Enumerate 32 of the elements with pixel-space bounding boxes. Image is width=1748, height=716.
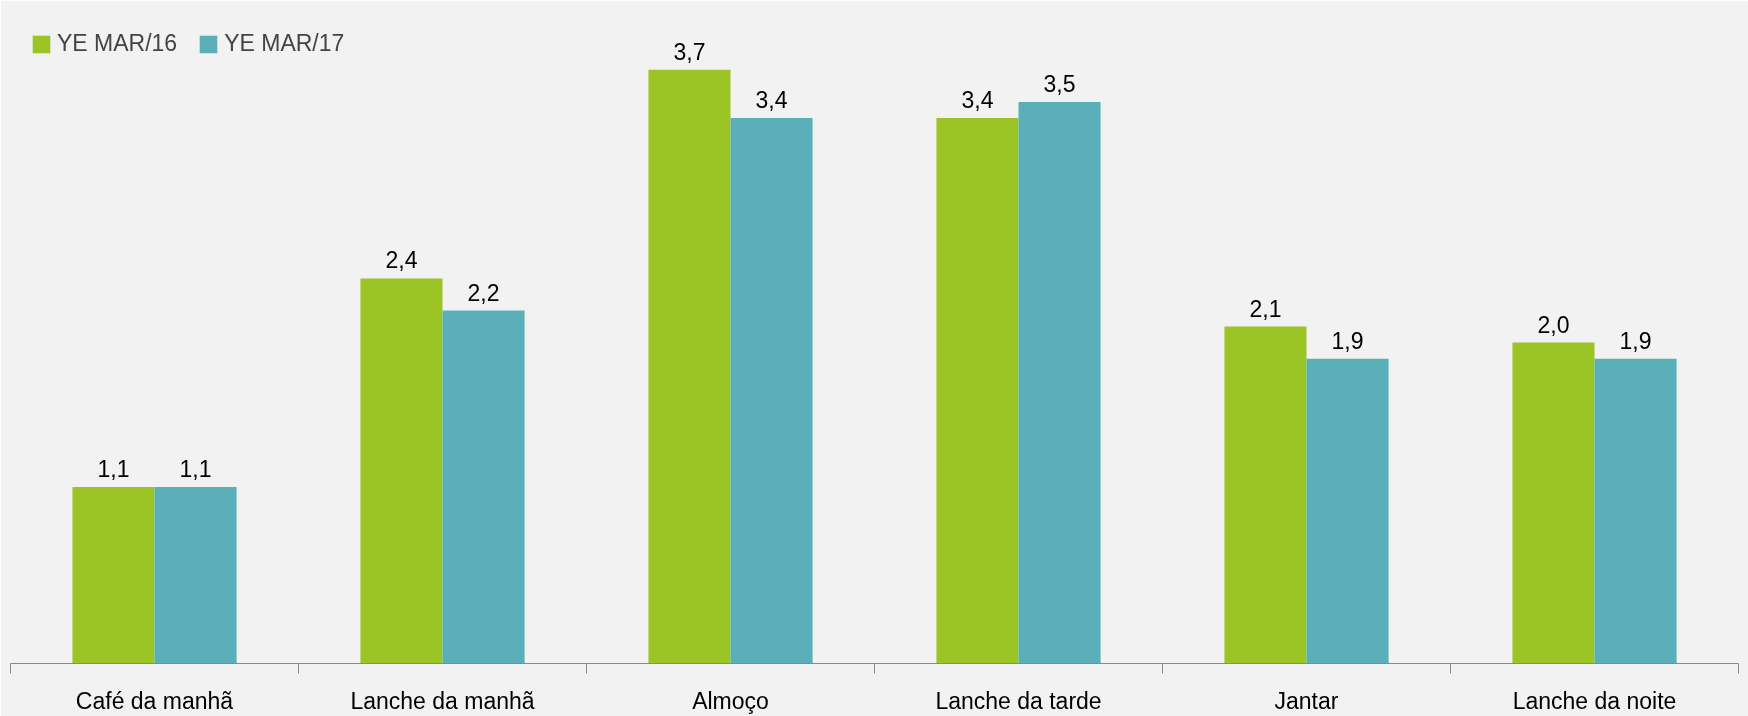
- legend-label: YE MAR/17: [224, 30, 345, 57]
- bar: [648, 69, 731, 664]
- bar: [1224, 326, 1307, 664]
- bar: [730, 118, 813, 664]
- bar: [72, 487, 155, 664]
- bar: [442, 310, 525, 664]
- bar: [360, 278, 443, 664]
- x-tick-label: Café da manhã: [75, 687, 234, 714]
- data-label: 3,5: [1043, 70, 1076, 97]
- bar: [936, 118, 1019, 664]
- data-label: 2,0: [1537, 311, 1570, 338]
- data-label: 3,7: [673, 38, 706, 65]
- bar: [1594, 358, 1677, 664]
- data-label: 1,9: [1619, 327, 1652, 354]
- bar: [1306, 358, 1389, 664]
- data-label: 2,1: [1249, 295, 1282, 322]
- data-label: 2,4: [385, 247, 418, 274]
- data-label: 3,4: [755, 87, 788, 113]
- x-tick-label: Lanche da manhã: [350, 687, 535, 714]
- x-tick-label: Lanche da tarde: [935, 687, 1102, 714]
- data-label: 2,2: [467, 279, 500, 306]
- x-tick-label: Jantar: [1274, 687, 1339, 714]
- bar: [154, 487, 237, 664]
- x-tick-label: Lanche da noite: [1512, 687, 1677, 714]
- data-label: 3,4: [961, 87, 994, 113]
- bar: [1512, 342, 1595, 664]
- x-tick-label: Almoço: [692, 687, 769, 714]
- legend-label: YE MAR/16: [57, 30, 178, 57]
- data-label: 1,1: [179, 456, 212, 483]
- data-label: 1,1: [97, 456, 130, 483]
- bar: [1018, 101, 1101, 664]
- data-label: 1,9: [1331, 327, 1364, 354]
